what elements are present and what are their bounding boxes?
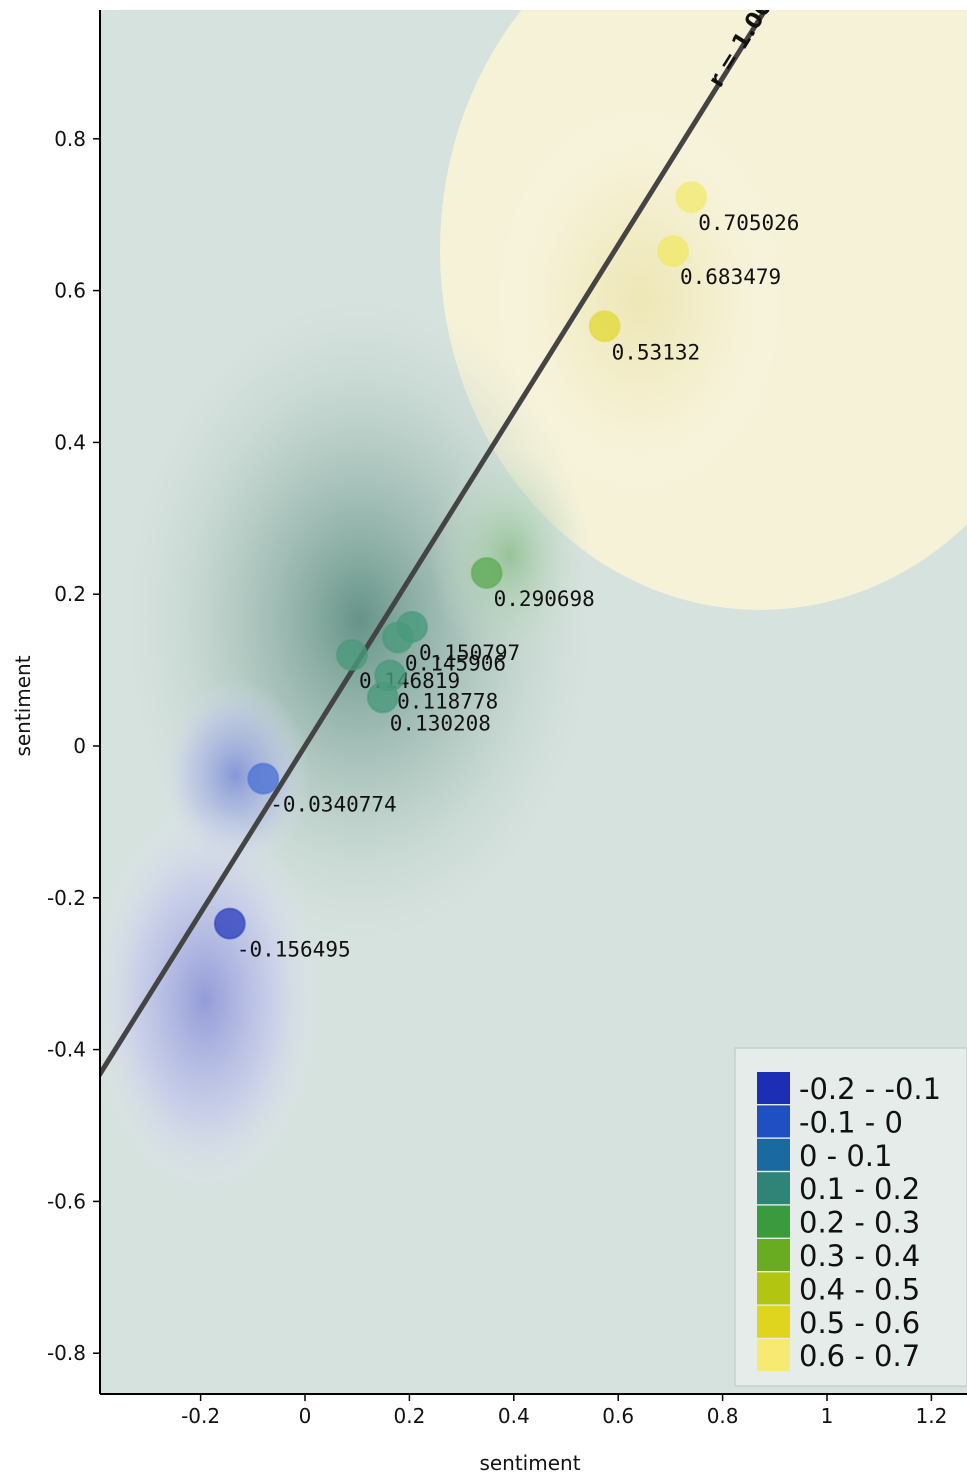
regression-line: [100, 10, 769, 1079]
legend-label: 0 - 0.1: [799, 1139, 892, 1173]
heat-green-region: [430, 445, 590, 665]
legend-label: 0.5 - 0.6: [799, 1306, 920, 1340]
data-point[interactable]: [657, 235, 690, 268]
y-tick-label: 0.2: [54, 582, 86, 606]
heat-yellow-core: [490, 100, 790, 500]
legend-label: 0.1 - 0.2: [799, 1172, 920, 1206]
y-ticks: 0.8 0.6 0.4 0.2 0 -0.2 -0.4 -0.6 -0.8: [47, 127, 100, 1365]
legend-label: -0.1 - 0: [799, 1105, 903, 1139]
x-tick-label: 1.2: [915, 1404, 947, 1428]
data-point-label: 0.118778: [397, 689, 498, 713]
legend-swatch: [757, 1239, 790, 1271]
y-tick-label: 0.6: [54, 279, 86, 303]
data-point-label: 0.290698: [494, 587, 595, 611]
x-axis-title: sentiment: [479, 1451, 580, 1474]
data-point-label: 0.150797: [419, 641, 520, 665]
data-point[interactable]: [247, 762, 280, 795]
legend-label: 0.4 - 0.5: [799, 1272, 920, 1306]
x-tick-label: 0.6: [602, 1404, 634, 1428]
y-tick-label: 0: [73, 734, 86, 758]
legend-swatch: [757, 1138, 790, 1171]
data-point[interactable]: [675, 181, 708, 214]
heat-blue-region-lower: [100, 805, 320, 1195]
x-tick-label: 0: [299, 1404, 312, 1428]
data-point-label: -0.156495: [237, 938, 351, 962]
y-tick-label: -0.2: [47, 886, 86, 910]
legend-swatch: [757, 1072, 790, 1104]
data-point-label: -0.0340774: [270, 793, 396, 817]
y-tick-label: 0.8: [54, 127, 86, 151]
legend-label: -0.2 - -0.1: [799, 1072, 941, 1106]
x-tick-label: 0.4: [498, 1404, 530, 1428]
y-tick-label: -0.6: [47, 1189, 86, 1213]
data-point[interactable]: [381, 621, 414, 654]
y-tick-label: 0.4: [54, 430, 86, 454]
data-point[interactable]: [335, 638, 368, 671]
x-tick-label: 0.2: [393, 1404, 425, 1428]
legend-label: 0.6 - 0.7: [799, 1339, 920, 1373]
y-tick-label: -0.8: [47, 1341, 86, 1365]
legend: -0.2 - -0.1-0.1 - 00 - 0.10.1 - 0.20.2 -…: [734, 1047, 967, 1387]
x-tick-label: 1: [821, 1404, 834, 1428]
data-point-label: 0.53132: [612, 340, 701, 364]
legend-swatch: [757, 1339, 790, 1372]
data-point-label: 0.130208: [390, 711, 491, 735]
points-layer: 0.7050260.6834790.531320.2906980.1507970…: [213, 181, 799, 962]
data-point[interactable]: [470, 556, 503, 589]
legend-label: 0.3 - 0.4: [799, 1239, 920, 1273]
legend-label: 0.2 - 0.3: [799, 1206, 920, 1240]
x-tick-label: 0.8: [707, 1404, 739, 1428]
legend-swatch: [757, 1105, 790, 1138]
data-point[interactable]: [213, 907, 246, 940]
data-point-label: 0.145906: [405, 651, 506, 675]
x-ticks: -0.2 0 0.2 0.4 0.6 0.8 1 1.2: [181, 1394, 947, 1428]
x-tick-label: -0.2: [181, 1404, 220, 1428]
y-axis-title: sentiment: [11, 655, 35, 756]
data-point[interactable]: [588, 310, 621, 343]
legend-swatch: [757, 1172, 790, 1205]
legend-swatch: [757, 1272, 790, 1305]
legend-swatch: [757, 1305, 790, 1338]
y-tick-label: -0.4: [47, 1038, 86, 1062]
legend-swatch: [757, 1205, 790, 1238]
plot-area: [100, 10, 967, 1394]
data-point[interactable]: [366, 681, 399, 714]
data-point-label: 0.683479: [680, 265, 781, 289]
data-point-label: 0.705026: [698, 211, 799, 235]
